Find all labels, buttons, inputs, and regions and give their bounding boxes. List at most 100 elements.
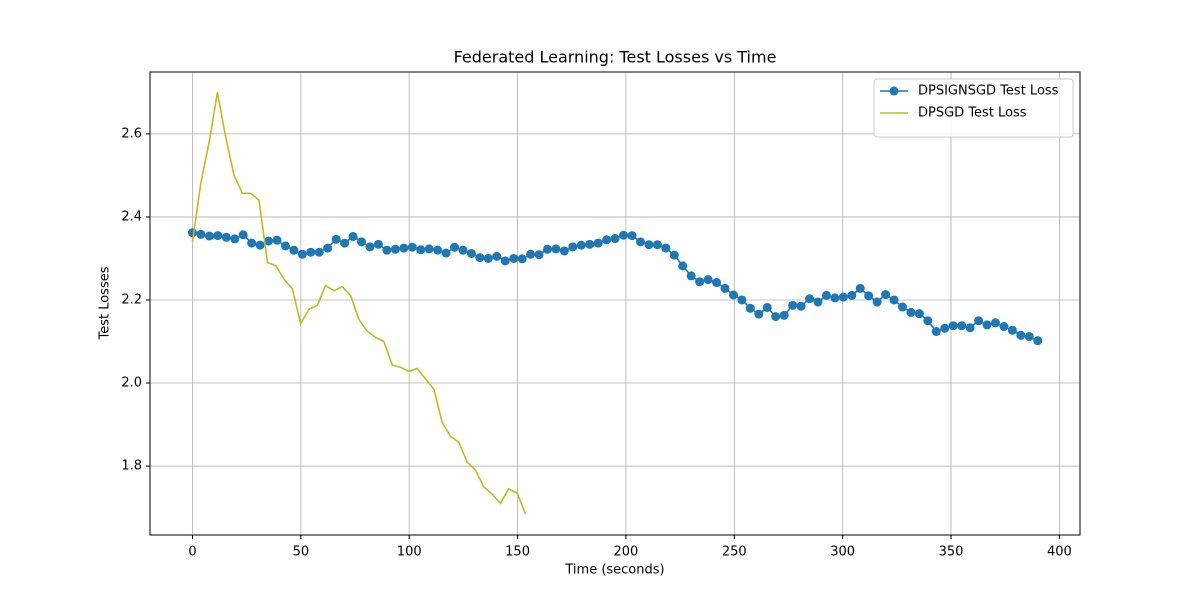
point — [213, 231, 223, 241]
point — [424, 244, 434, 254]
legend-label: DPSGD Test Loss — [918, 106, 1027, 121]
point — [576, 240, 586, 250]
point — [686, 271, 696, 281]
point — [247, 238, 257, 248]
y-tick-label: 2.0 — [121, 376, 142, 391]
x-tick-label: 0 — [188, 545, 196, 560]
point — [906, 307, 916, 317]
x-tick-label: 200 — [614, 545, 639, 560]
line — [191, 92, 527, 515]
point — [652, 240, 662, 250]
point — [373, 239, 383, 249]
y-tick-label: 1.8 — [121, 459, 142, 474]
point — [923, 316, 933, 326]
point — [323, 243, 333, 253]
point — [982, 320, 992, 330]
point — [627, 231, 637, 241]
point — [974, 316, 984, 326]
point — [466, 248, 476, 258]
point — [357, 237, 367, 247]
point — [433, 245, 443, 255]
point — [1024, 332, 1034, 342]
point — [500, 256, 510, 266]
x-tick-label: 50 — [293, 545, 310, 560]
x-tick-label: 250 — [722, 545, 747, 560]
point — [957, 321, 967, 331]
x-tick-label: 400 — [1047, 545, 1072, 560]
point — [948, 321, 958, 331]
point — [204, 231, 214, 241]
point — [1033, 336, 1043, 346]
point — [289, 245, 299, 255]
point — [855, 283, 865, 293]
point — [551, 244, 561, 254]
point — [864, 291, 874, 301]
point — [526, 249, 536, 259]
point — [737, 295, 747, 305]
x-tick-label: 350 — [939, 545, 964, 560]
y-tick-label: 2.4 — [121, 209, 142, 224]
point — [196, 229, 206, 239]
point — [830, 293, 840, 303]
point — [450, 242, 460, 252]
point — [754, 309, 764, 319]
point — [272, 235, 282, 245]
point — [889, 295, 899, 305]
point — [990, 318, 1000, 328]
point — [517, 254, 527, 264]
point — [509, 253, 519, 263]
x-tick-label: 150 — [505, 545, 530, 560]
point — [695, 277, 705, 287]
point — [542, 244, 552, 254]
point — [805, 294, 815, 304]
point — [280, 241, 290, 251]
point — [771, 312, 781, 322]
point — [644, 240, 654, 250]
point — [306, 247, 316, 257]
point — [483, 253, 493, 263]
legend-label: DPSIGNSGD Test Loss — [918, 84, 1059, 99]
point — [661, 243, 671, 253]
point — [382, 245, 392, 255]
point — [593, 238, 603, 248]
point — [407, 242, 417, 252]
point — [813, 297, 823, 307]
point — [399, 243, 409, 253]
point — [635, 237, 645, 247]
x-tick-label: 100 — [397, 545, 422, 560]
point — [187, 228, 197, 238]
point — [602, 235, 612, 245]
point — [458, 245, 468, 255]
point — [416, 245, 426, 255]
point — [365, 242, 375, 252]
point — [745, 303, 755, 313]
point — [779, 310, 789, 320]
point — [669, 250, 679, 260]
x-tick-label: 300 — [830, 545, 855, 560]
y-axis-label: Test Losses — [98, 266, 113, 340]
point — [897, 302, 907, 312]
point — [238, 230, 248, 240]
point — [559, 246, 569, 256]
point — [255, 240, 265, 250]
point — [872, 297, 882, 307]
point — [314, 247, 324, 257]
point — [340, 238, 350, 248]
point — [728, 290, 738, 300]
point — [762, 302, 772, 312]
point — [965, 323, 975, 333]
legend-marker — [889, 86, 899, 96]
point — [940, 323, 950, 333]
point — [881, 290, 891, 300]
point — [931, 327, 941, 337]
y-tick-label: 2.6 — [121, 126, 142, 141]
point — [999, 322, 1009, 332]
point — [712, 278, 722, 288]
point — [619, 230, 629, 240]
point — [230, 234, 240, 244]
point — [847, 290, 857, 300]
point — [703, 275, 713, 285]
chart-title: Federated Learning: Test Losses vs Time — [454, 48, 777, 67]
point — [585, 239, 595, 249]
